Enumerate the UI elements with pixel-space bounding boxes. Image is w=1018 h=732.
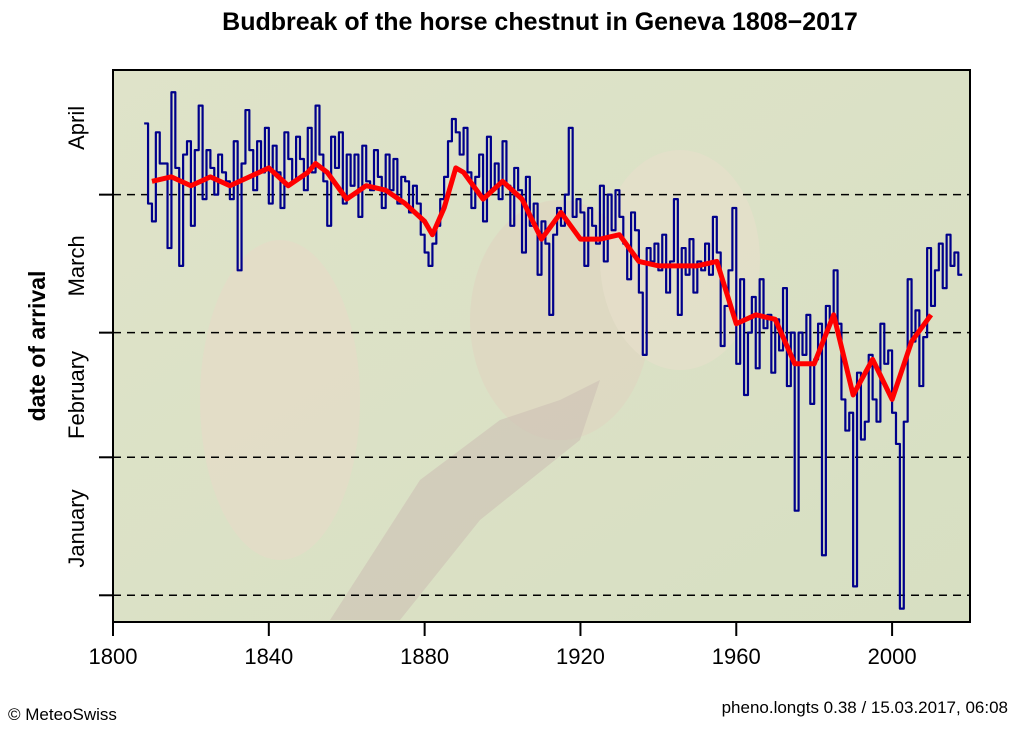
y-tick-label: April bbox=[64, 106, 89, 150]
footer: pheno.longts 0.38 / 15.03.2017, 06:08 bbox=[722, 698, 1008, 717]
x-tick-label: 1840 bbox=[244, 644, 293, 669]
chart-title: Budbreak of the horse chestnut in Geneva… bbox=[222, 8, 858, 36]
branch-shape bbox=[330, 380, 600, 620]
bud-shape bbox=[200, 240, 360, 560]
x-tick-label: 1920 bbox=[556, 644, 605, 669]
plot bbox=[113, 91, 970, 610]
x-tick-label: 1960 bbox=[712, 644, 761, 669]
y-axis-label: date of arrival bbox=[24, 271, 50, 422]
step-line bbox=[144, 91, 963, 610]
y-tick-label: January bbox=[64, 489, 89, 567]
y-tick-label: February bbox=[64, 351, 89, 439]
smooth-line bbox=[151, 160, 934, 402]
x-tick-label: 1880 bbox=[400, 644, 449, 669]
credit: © MeteoSwiss bbox=[8, 705, 117, 724]
y-tick-label: March bbox=[64, 235, 89, 296]
plot-frame bbox=[112, 69, 971, 623]
x-tick-label: 1800 bbox=[89, 644, 138, 669]
x-tick-label: 2000 bbox=[868, 644, 917, 669]
